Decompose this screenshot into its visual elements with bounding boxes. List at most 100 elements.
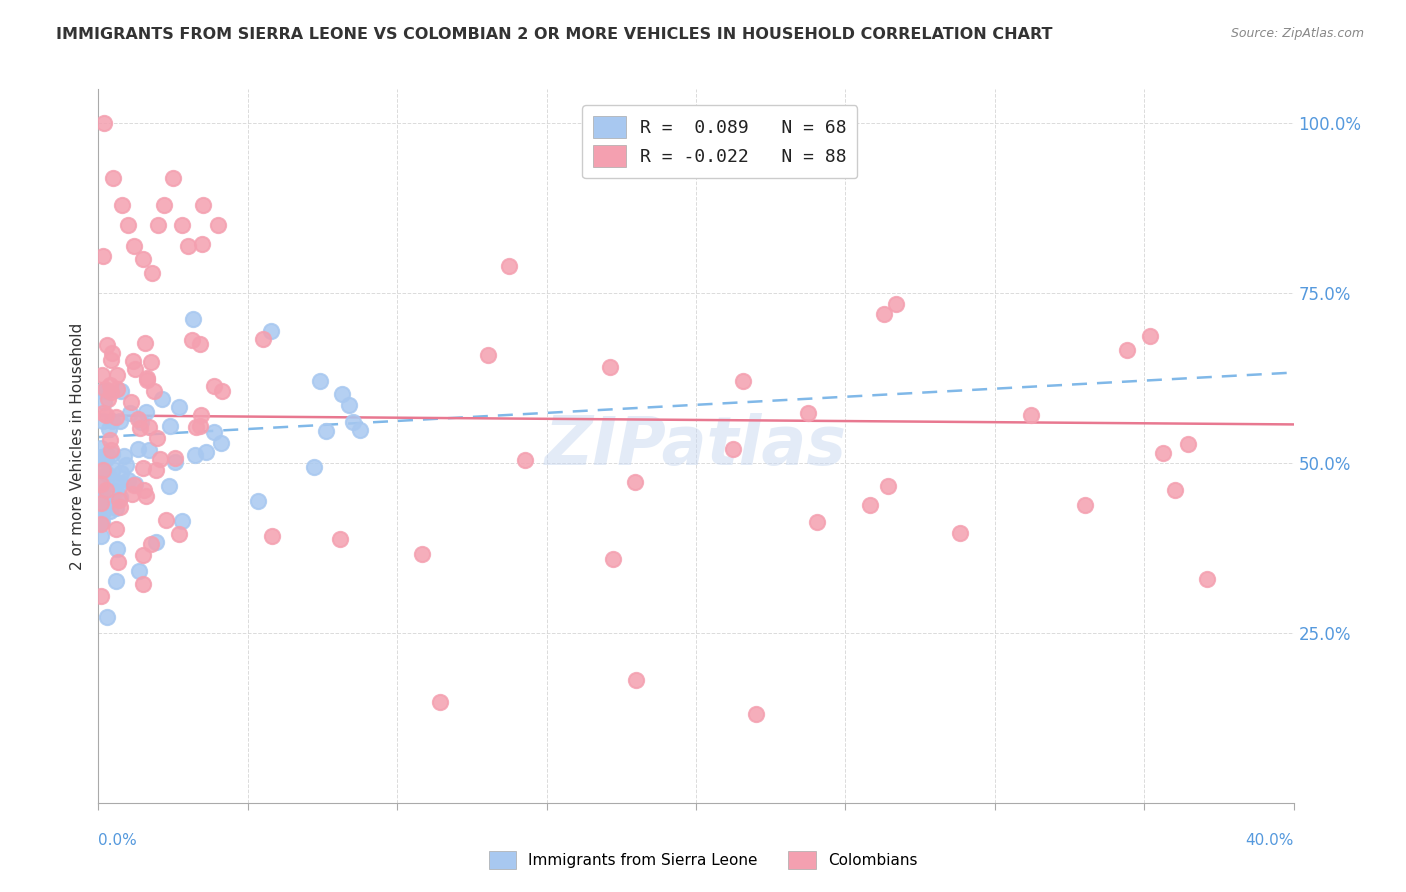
Point bbox=[91, 485, 114, 500]
Point bbox=[1197, 572, 1219, 586]
Point bbox=[477, 348, 499, 362]
Point bbox=[128, 564, 150, 578]
Point bbox=[202, 379, 225, 393]
Point bbox=[1164, 483, 1187, 497]
Point bbox=[98, 504, 121, 518]
Point bbox=[91, 491, 114, 506]
Point bbox=[132, 576, 155, 591]
Point bbox=[877, 479, 900, 493]
Point bbox=[498, 260, 520, 274]
Point bbox=[181, 333, 204, 347]
Point bbox=[90, 513, 112, 527]
Point bbox=[148, 218, 170, 232]
Point bbox=[91, 463, 114, 477]
Point bbox=[177, 238, 200, 252]
Point bbox=[105, 368, 128, 382]
Point bbox=[127, 442, 149, 457]
Point bbox=[513, 453, 536, 467]
Point bbox=[309, 374, 332, 388]
Point bbox=[165, 455, 187, 469]
Text: 0.0%: 0.0% bbox=[98, 833, 138, 848]
Point bbox=[337, 398, 360, 412]
Point bbox=[1074, 498, 1097, 512]
Point bbox=[104, 409, 127, 424]
Point bbox=[96, 448, 118, 462]
Point bbox=[1152, 446, 1174, 460]
Point bbox=[330, 387, 353, 401]
Point bbox=[186, 420, 208, 434]
Point bbox=[94, 452, 117, 467]
Point bbox=[141, 355, 163, 369]
Point bbox=[98, 378, 121, 392]
Point bbox=[143, 384, 166, 398]
Point bbox=[141, 266, 163, 280]
Point bbox=[252, 332, 274, 346]
Point bbox=[134, 483, 156, 497]
Point bbox=[145, 463, 167, 477]
Point bbox=[949, 525, 972, 540]
Legend: R =  0.089   N = 68, R = -0.022   N = 88: R = 0.089 N = 68, R = -0.022 N = 88 bbox=[582, 105, 858, 178]
Point bbox=[121, 487, 143, 501]
Point bbox=[105, 382, 128, 396]
Point bbox=[96, 384, 118, 399]
Point bbox=[191, 198, 214, 212]
Point bbox=[349, 423, 371, 437]
Y-axis label: 2 or more Vehicles in Household: 2 or more Vehicles in Household bbox=[69, 322, 84, 570]
Point bbox=[124, 238, 146, 252]
Point bbox=[111, 198, 134, 212]
Point bbox=[96, 610, 118, 624]
Point bbox=[159, 479, 181, 493]
Point bbox=[159, 418, 181, 433]
Point bbox=[190, 419, 212, 434]
Point bbox=[90, 529, 112, 543]
Point bbox=[91, 515, 114, 529]
Point bbox=[105, 522, 128, 536]
Point bbox=[96, 337, 118, 351]
Point bbox=[190, 408, 212, 422]
Point bbox=[1177, 436, 1199, 450]
Point bbox=[104, 574, 127, 588]
Point bbox=[90, 442, 112, 456]
Legend: Immigrants from Sierra Leone, Colombians: Immigrants from Sierra Leone, Colombians bbox=[482, 845, 924, 875]
Point bbox=[624, 475, 647, 489]
Point bbox=[103, 170, 125, 185]
Point bbox=[90, 451, 112, 466]
Point bbox=[124, 362, 146, 376]
Point bbox=[91, 473, 114, 487]
Point bbox=[155, 513, 177, 527]
Point bbox=[733, 375, 755, 389]
Point bbox=[110, 467, 132, 481]
Point bbox=[723, 442, 745, 457]
Point bbox=[132, 461, 155, 475]
Point bbox=[135, 371, 157, 385]
Point bbox=[93, 464, 115, 478]
Point bbox=[172, 514, 194, 528]
Point bbox=[329, 532, 352, 546]
Point bbox=[172, 218, 194, 232]
Point bbox=[105, 542, 128, 557]
Point bbox=[127, 412, 149, 426]
Point bbox=[134, 336, 156, 351]
Point bbox=[124, 477, 146, 491]
Point bbox=[129, 420, 152, 434]
Point bbox=[118, 406, 141, 420]
Point bbox=[117, 218, 139, 232]
Point bbox=[202, 425, 225, 439]
Point bbox=[342, 415, 364, 429]
Point bbox=[93, 116, 115, 130]
Point bbox=[139, 537, 162, 551]
Point bbox=[107, 556, 129, 570]
Point bbox=[105, 500, 128, 515]
Point bbox=[98, 433, 121, 447]
Point bbox=[94, 382, 117, 396]
Point bbox=[132, 548, 155, 562]
Point bbox=[104, 483, 127, 498]
Point bbox=[129, 415, 152, 429]
Point bbox=[96, 467, 118, 482]
Point bbox=[602, 551, 624, 566]
Point bbox=[91, 414, 114, 428]
Point bbox=[260, 324, 283, 338]
Point bbox=[599, 359, 621, 374]
Point bbox=[101, 461, 124, 475]
Point bbox=[411, 547, 433, 561]
